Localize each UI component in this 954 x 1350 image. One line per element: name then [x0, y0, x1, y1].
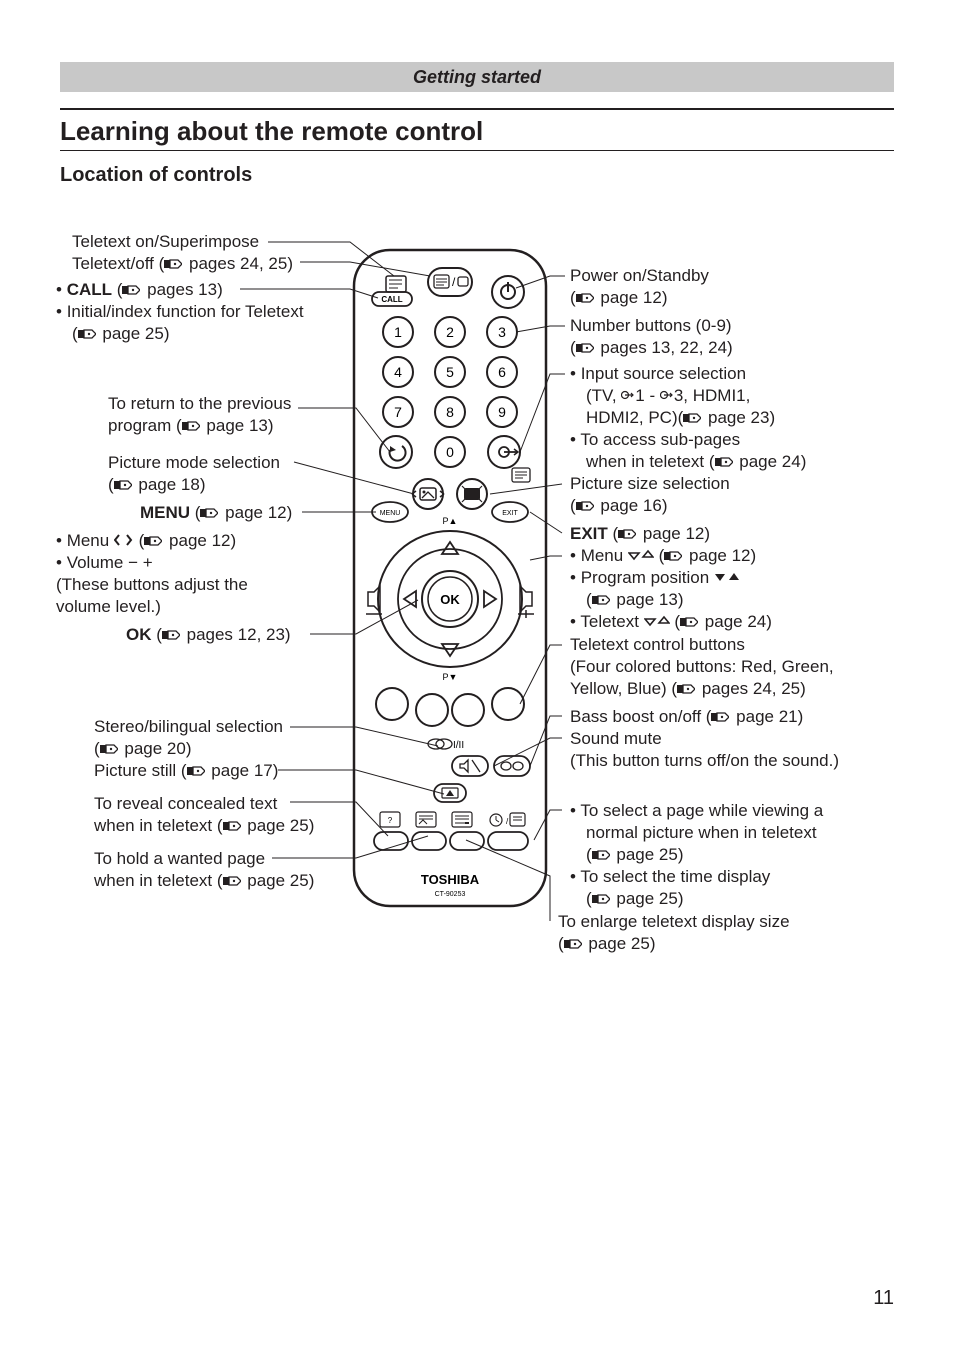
page-number: 11 [873, 1287, 894, 1310]
leader-lines [0, 0, 954, 1000]
